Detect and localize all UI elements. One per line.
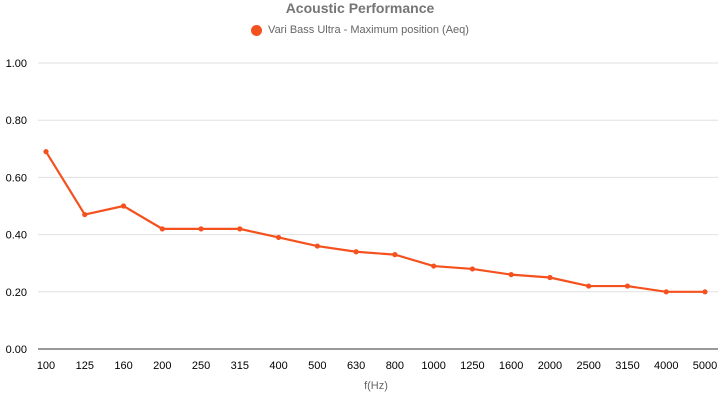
x-tick-label: 800: [386, 360, 404, 372]
y-axis-ticks: 0.00 0.20 0.40 0.60 0.80 1.00: [6, 58, 27, 356]
x-tick-label: 315: [231, 360, 249, 372]
grid-lines: [38, 62, 718, 350]
data-point[interactable]: [431, 263, 437, 269]
x-tick-label: 400: [269, 360, 287, 372]
data-point[interactable]: [624, 283, 631, 289]
legend-label: Vari Bass Ultra - Maximum position (Aeq): [268, 24, 469, 36]
x-tick-label: 2500: [576, 360, 600, 372]
y-tick-label: 0.80: [6, 115, 27, 127]
y-tick-label: 0.40: [6, 230, 27, 242]
data-point[interactable]: [702, 289, 708, 295]
series-line: [45, 151, 705, 293]
x-tick-label: 250: [192, 360, 210, 372]
chart-title: Acoustic Performance: [285, 0, 435, 16]
data-point[interactable]: [547, 274, 553, 281]
data-point[interactable]: [159, 226, 165, 232]
data-point[interactable]: [469, 266, 476, 272]
x-tick-label: 125: [76, 360, 94, 372]
x-tick-label: 1600: [499, 360, 523, 372]
data-point[interactable]: [43, 149, 49, 155]
data-point[interactable]: [237, 226, 243, 232]
y-tick-label: 0.60: [6, 172, 27, 184]
data-point[interactable]: [275, 234, 282, 241]
x-tick-label: 630: [347, 360, 365, 372]
x-tick-label: 100: [37, 360, 55, 372]
data-point[interactable]: [82, 211, 88, 218]
x-tick-label: 500: [308, 360, 326, 372]
x-tick-label: 4000: [654, 360, 678, 372]
data-point[interactable]: [353, 249, 359, 255]
x-tick-label: 160: [114, 360, 132, 372]
x-tick-label: 5000: [693, 360, 717, 372]
legend: Vari Bass Ultra - Maximum position (Aeq): [0, 24, 720, 36]
data-point[interactable]: [392, 252, 398, 258]
data-point[interactable]: [663, 289, 669, 295]
legend-marker-icon: [251, 24, 263, 36]
y-tick-label: 1.00: [6, 58, 27, 70]
data-point[interactable]: [508, 272, 514, 278]
x-axis-ticks: 100 125 160 200 250 315 400 500 630 800 1000 1250 16…: [37, 360, 717, 372]
data-point[interactable]: [120, 203, 127, 209]
x-axis-title: f(Hz): [364, 380, 388, 392]
data-point[interactable]: [314, 243, 320, 249]
x-tick-label: 3150: [615, 360, 639, 372]
data-point[interactable]: [198, 226, 204, 232]
data-point[interactable]: [586, 283, 592, 289]
y-tick-label: 0.00: [6, 344, 27, 356]
x-tick-label: 1000: [421, 360, 445, 372]
x-tick-label: 1250: [460, 360, 484, 372]
x-tick-label: 2000: [538, 360, 562, 372]
series-layer: [43, 149, 708, 295]
x-tick-label: 200: [153, 360, 171, 372]
y-tick-label: 0.20: [6, 287, 27, 299]
